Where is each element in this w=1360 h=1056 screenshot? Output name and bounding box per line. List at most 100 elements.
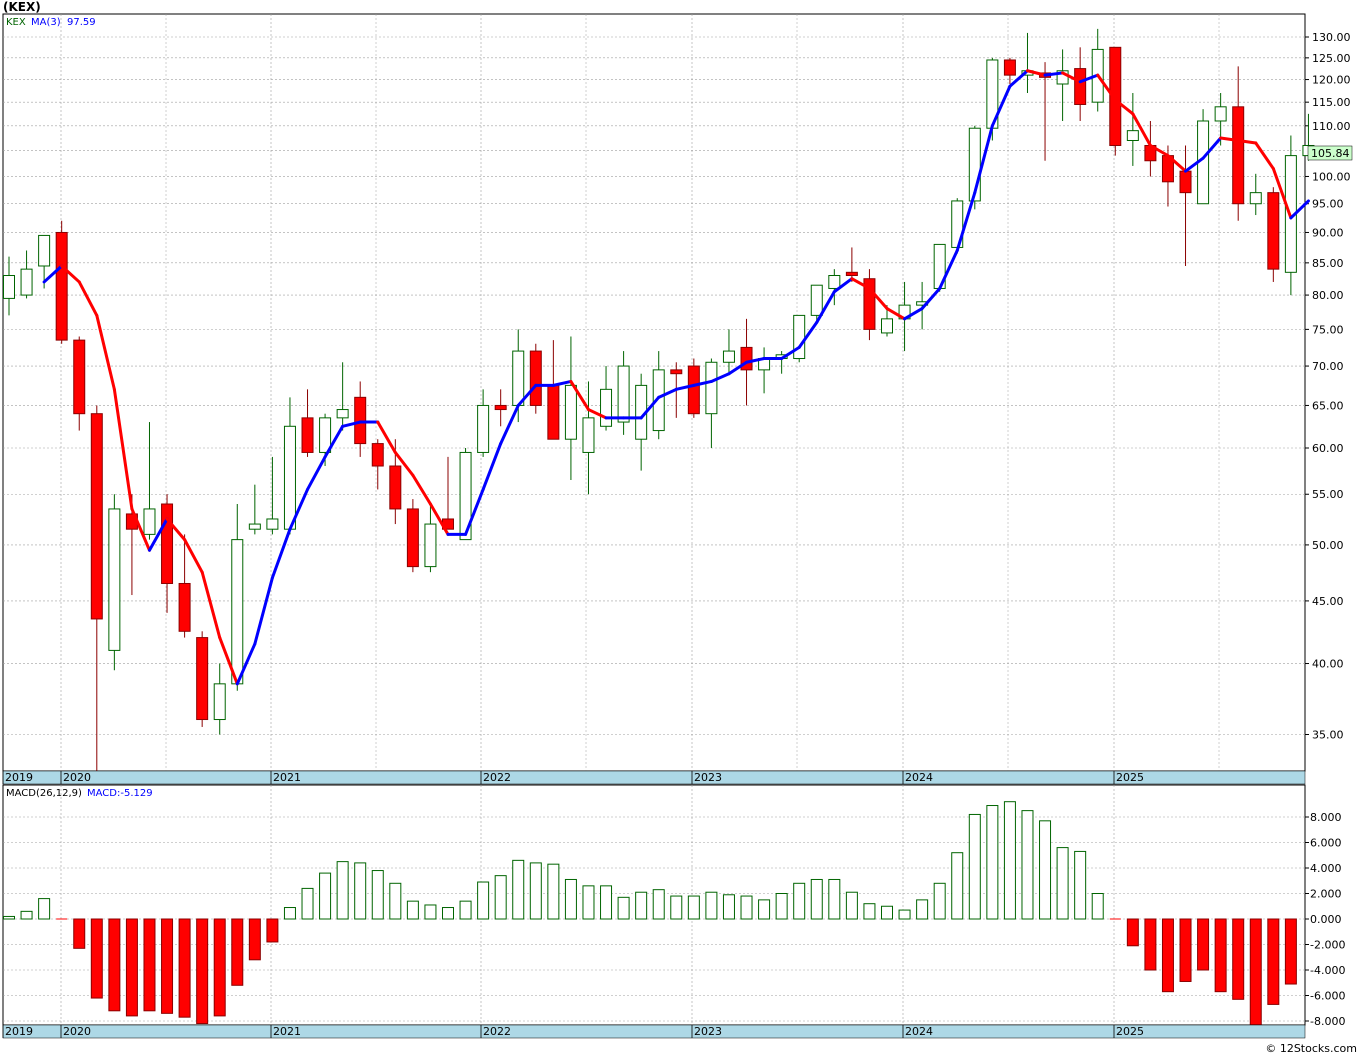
ma-segment <box>990 84 1012 128</box>
macd-x-label: 2021 <box>273 1025 301 1038</box>
macd-bar-positive <box>1021 810 1034 920</box>
ma-segment <box>1166 154 1188 173</box>
price-x-label: 2019 <box>5 771 33 784</box>
macd-bar-negative <box>161 918 174 1014</box>
macd-bar-positive <box>810 878 823 920</box>
macd-bar-positive <box>20 910 33 920</box>
candle-down <box>389 465 402 510</box>
ma-segment <box>165 517 187 542</box>
ma-segment <box>77 280 99 317</box>
ma-segment <box>235 642 257 686</box>
macd-tick-label: -4.000 <box>1310 964 1345 977</box>
candle-down <box>371 443 384 467</box>
macd-bar-positive <box>301 887 314 920</box>
macd-bar-positive <box>424 904 437 920</box>
macd-bar-positive <box>705 891 718 920</box>
price-x-label: 2023 <box>694 771 722 784</box>
ma-segment <box>1061 71 1082 84</box>
ma-segment <box>1184 156 1205 173</box>
ma-segment <box>270 527 292 580</box>
candle-down <box>740 346 753 371</box>
candle-down <box>90 413 103 620</box>
candle-up <box>564 384 577 440</box>
macd-bar-positive <box>758 899 771 920</box>
price-tick-label: 100.00 <box>1312 170 1351 183</box>
macd-bar-negative <box>266 918 279 943</box>
last-price-badge: 105.84 <box>1307 145 1353 161</box>
candle-up <box>248 523 261 530</box>
ma-segment <box>1131 112 1152 147</box>
macd-tick-label: -6.000 <box>1310 990 1345 1003</box>
price-tick-label: 95.00 <box>1312 198 1344 211</box>
price-tick-label: 115.00 <box>1312 96 1351 109</box>
macd-bar-positive <box>582 885 595 920</box>
last-price-badge-bg <box>1307 145 1353 161</box>
macd-bar-negative <box>1144 918 1157 971</box>
candle-up <box>810 284 823 316</box>
macd-bar-positive <box>494 875 507 920</box>
price-tick-label: 110.00 <box>1312 120 1351 133</box>
macd-bar-positive <box>564 878 577 920</box>
candle-up <box>652 369 665 432</box>
macd-bar-negative <box>1284 918 1297 985</box>
candle-down <box>301 417 314 453</box>
macd-bar-positive <box>898 909 911 920</box>
macd-bar-negative <box>108 918 121 1012</box>
legend-ma-label: MA(3) <box>31 17 61 28</box>
ma-segment <box>376 420 397 454</box>
ma-segment <box>516 383 538 407</box>
macd-bar-positive <box>354 862 367 920</box>
ma-segment <box>692 379 713 387</box>
macd-bar-negative <box>178 918 191 1018</box>
ma-segment <box>1025 69 1047 77</box>
macd-x-label: 2023 <box>694 1025 722 1038</box>
macd-bar-positive <box>635 891 648 920</box>
macd-bar-positive <box>722 894 735 920</box>
ma-segment <box>850 277 871 290</box>
ma-segment <box>95 313 116 391</box>
macd-bar-negative <box>1232 918 1245 1000</box>
macd-legend-label: MACD(26,12,9) <box>6 788 82 799</box>
legend-ma-value: 97.59 <box>67 17 96 28</box>
candle-up <box>881 318 893 334</box>
ma-segment <box>797 320 819 349</box>
ma-segment <box>780 345 801 361</box>
price-tick-label: 120.00 <box>1312 74 1351 87</box>
ma-segment <box>657 387 678 399</box>
candle-up <box>1214 106 1227 122</box>
ma-segment <box>481 442 503 491</box>
candle-down <box>1267 192 1280 270</box>
candle-down <box>354 396 367 445</box>
macd-tick-label: 0.000 <box>1310 913 1342 926</box>
price-tick-label: 60.00 <box>1312 442 1344 455</box>
macd-panel: 8.000 6.000 4.000 2.000 0.000 -2.000 -4.000 -6.… <box>2 784 1345 1028</box>
ma-segment <box>938 248 959 290</box>
macd-x-axis-band <box>2 1024 1306 1039</box>
macd-bar-negative <box>196 918 209 1025</box>
macd-bar-positive <box>389 882 402 920</box>
ma-segment <box>200 570 222 640</box>
macd-bar-positive <box>38 898 51 920</box>
macd-bar-negative <box>73 918 86 949</box>
macd-legend: MACD(26,12,9) MACD:-5.129 <box>6 788 153 799</box>
ma-segment <box>1271 167 1293 220</box>
ma-segment <box>147 517 169 552</box>
candle-down <box>406 508 419 568</box>
macd-tick-label: 2.000 <box>1310 888 1342 901</box>
candle-up <box>38 234 51 267</box>
macd-bar-negative <box>1249 918 1262 1026</box>
macd-bar-positive <box>687 895 700 920</box>
macd-bar-negative <box>143 918 156 1012</box>
macd-bar-positive <box>547 863 560 920</box>
candle-up <box>283 425 296 530</box>
ma-segment <box>745 357 766 364</box>
candle-down <box>670 369 683 375</box>
macd-bar-positive <box>283 907 296 920</box>
price-legend: KEX MA(3) 97.59 <box>6 17 96 28</box>
ma-segment <box>903 307 924 321</box>
ma-segment <box>1148 143 1170 158</box>
ma-segment <box>218 636 239 686</box>
macd-bar-negative <box>125 918 138 1017</box>
macd-bar-negative <box>1267 918 1280 1005</box>
candle-down <box>196 637 209 721</box>
